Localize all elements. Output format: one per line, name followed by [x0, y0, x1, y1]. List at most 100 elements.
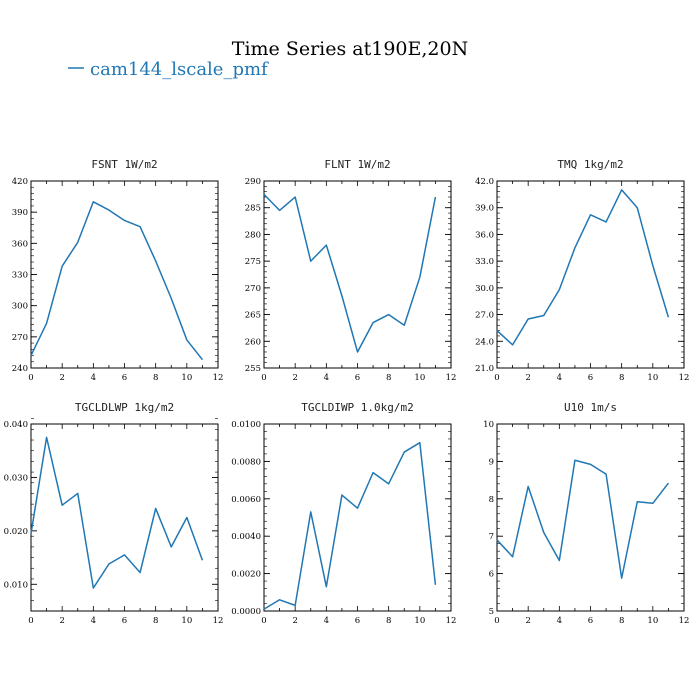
panel-title: TMQ 1kg/m2 [557, 158, 623, 171]
x-tick-label: 2 [59, 616, 64, 626]
y-tick-label: 360 [12, 239, 28, 249]
x-tick-label: 8 [619, 373, 624, 383]
x-tick-label: 4 [324, 616, 329, 626]
x-tick-label: 12 [679, 373, 690, 383]
panel-title: TGCLDIWP 1.0kg/m2 [301, 401, 414, 414]
y-tick-label: 255 [245, 364, 261, 374]
x-tick-label: 8 [386, 616, 391, 626]
y-tick-label: 290 [245, 177, 261, 187]
x-tick-label: 4 [91, 616, 96, 626]
y-tick-label: 7 [489, 532, 494, 542]
y-tick-label: 270 [12, 333, 28, 343]
x-tick-label: 2 [292, 616, 297, 626]
x-tick-label: 4 [324, 373, 329, 383]
panel-2: FLNT 1W/m2 0 2 4 6 8 10 12 255 260 265 270 275 280 285… [245, 158, 457, 383]
x-tick-label: 6 [122, 373, 127, 383]
y-tick-label: 0.040 [4, 420, 28, 430]
y-tick-label: 300 [12, 302, 28, 312]
y-tick-label: 0.0000 [231, 607, 261, 617]
y-tick-label: 0.030 [4, 473, 28, 483]
y-tick-label: 270 [245, 284, 261, 294]
x-tick-label: 10 [414, 616, 425, 626]
y-tick-label: 5 [489, 607, 494, 617]
panel-title: TGCLDLWP 1kg/m2 [75, 401, 174, 414]
x-tick-label: 4 [91, 373, 96, 383]
y-tick-label: 390 [12, 208, 28, 218]
x-tick-label: 6 [588, 373, 593, 383]
panel-1: FSNT 1W/m2 0 2 4 6 8 10 12 240 270 300 330 360 390 420 [12, 158, 224, 383]
y-tick-label: 260 [245, 337, 261, 347]
plot-frame [263, 423, 452, 612]
y-tick-label: 36.0 [475, 230, 494, 240]
y-tick-label: 0.0060 [231, 495, 261, 505]
y-tick-label: 0.010 [4, 580, 28, 590]
y-tick-label: 33.0 [475, 257, 494, 267]
legend-label: cam144_lscale_pmf [90, 59, 269, 80]
x-tick-label: 0 [494, 616, 499, 626]
y-tick-label: 42.0 [475, 177, 494, 187]
y-tick-label: 280 [245, 230, 261, 240]
panel-3: TMQ 1kg/m2 0 2 4 6 8 10 12 21.0 24.0 27.0 30.0 33.0 3… [475, 158, 689, 383]
x-tick-label: 10 [181, 373, 192, 383]
series-line [496, 459, 670, 579]
plot-frame [30, 180, 219, 369]
x-tick-label: 12 [213, 373, 224, 383]
y-tick-label: 6 [489, 570, 494, 580]
y-tick-label: 330 [12, 271, 28, 281]
y-tick-label: 39.0 [475, 204, 494, 214]
x-tick-label: 8 [153, 373, 158, 383]
x-tick-label: 0 [28, 373, 33, 383]
x-tick-label: 2 [292, 373, 297, 383]
y-tick-label: 9 [489, 457, 494, 467]
series-line [263, 193, 437, 353]
legend: cam144_lscale_pmf [68, 59, 269, 80]
y-tick-label: 240 [12, 364, 28, 374]
x-tick-label: 0 [261, 373, 266, 383]
x-tick-label: 8 [619, 616, 624, 626]
panel-4: TGCLDLWP 1kg/m2 0 2 4 6 8 10 12 0.010 0.020 0.030 0… [4, 401, 224, 626]
x-tick-label: 10 [181, 616, 192, 626]
x-tick-label: 12 [679, 616, 690, 626]
y-tick-label: 21.0 [475, 364, 494, 374]
y-tick-label: 0.0100 [231, 420, 261, 430]
x-tick-label: 0 [28, 616, 33, 626]
x-tick-label: 10 [647, 616, 658, 626]
x-tick-label: 8 [386, 373, 391, 383]
x-tick-label: 12 [446, 373, 457, 383]
panel-title: U10 1m/s [564, 401, 617, 414]
panel-title: FLNT 1W/m2 [324, 158, 390, 171]
x-tick-label: 2 [525, 616, 530, 626]
x-tick-label: 2 [525, 373, 530, 383]
y-tick-label: 265 [245, 311, 261, 321]
x-tick-label: 6 [355, 373, 360, 383]
x-tick-label: 4 [557, 616, 562, 626]
x-tick-label: 12 [213, 616, 224, 626]
series-line [30, 436, 204, 589]
y-tick-label: 275 [245, 257, 261, 267]
series-line [263, 441, 437, 610]
series-line [30, 201, 204, 361]
panels-grid: FSNT 1W/m20 2 4 6 8 10 12240270300330360390420… [4, 158, 690, 626]
x-tick-label: 6 [122, 616, 127, 626]
plot-frame [30, 423, 219, 612]
x-tick-label: 2 [59, 373, 64, 383]
x-tick-label: 10 [647, 373, 658, 383]
y-tick-label: 0.020 [4, 527, 28, 537]
y-tick-label: 8 [489, 495, 494, 505]
y-tick-label: 10 [483, 420, 494, 430]
x-tick-label: 6 [588, 616, 593, 626]
y-tick-label: 0.0080 [231, 457, 261, 467]
x-tick-label: 0 [494, 373, 499, 383]
series-line [496, 189, 670, 346]
y-tick-label: 30.0 [475, 284, 494, 294]
y-tick-label: 27.0 [475, 311, 494, 321]
x-tick-label: 0 [261, 616, 266, 626]
panel-title: FSNT 1W/m2 [91, 158, 157, 171]
plot-frame [263, 180, 452, 369]
x-tick-label: 4 [557, 373, 562, 383]
y-tick-label: 285 [245, 204, 261, 214]
panel-6: U10 1m/s 0 2 4 6 8 10 12 5 6 7 8 9 10 [483, 401, 689, 626]
y-tick-label: 420 [12, 177, 28, 187]
x-tick-label: 8 [153, 616, 158, 626]
